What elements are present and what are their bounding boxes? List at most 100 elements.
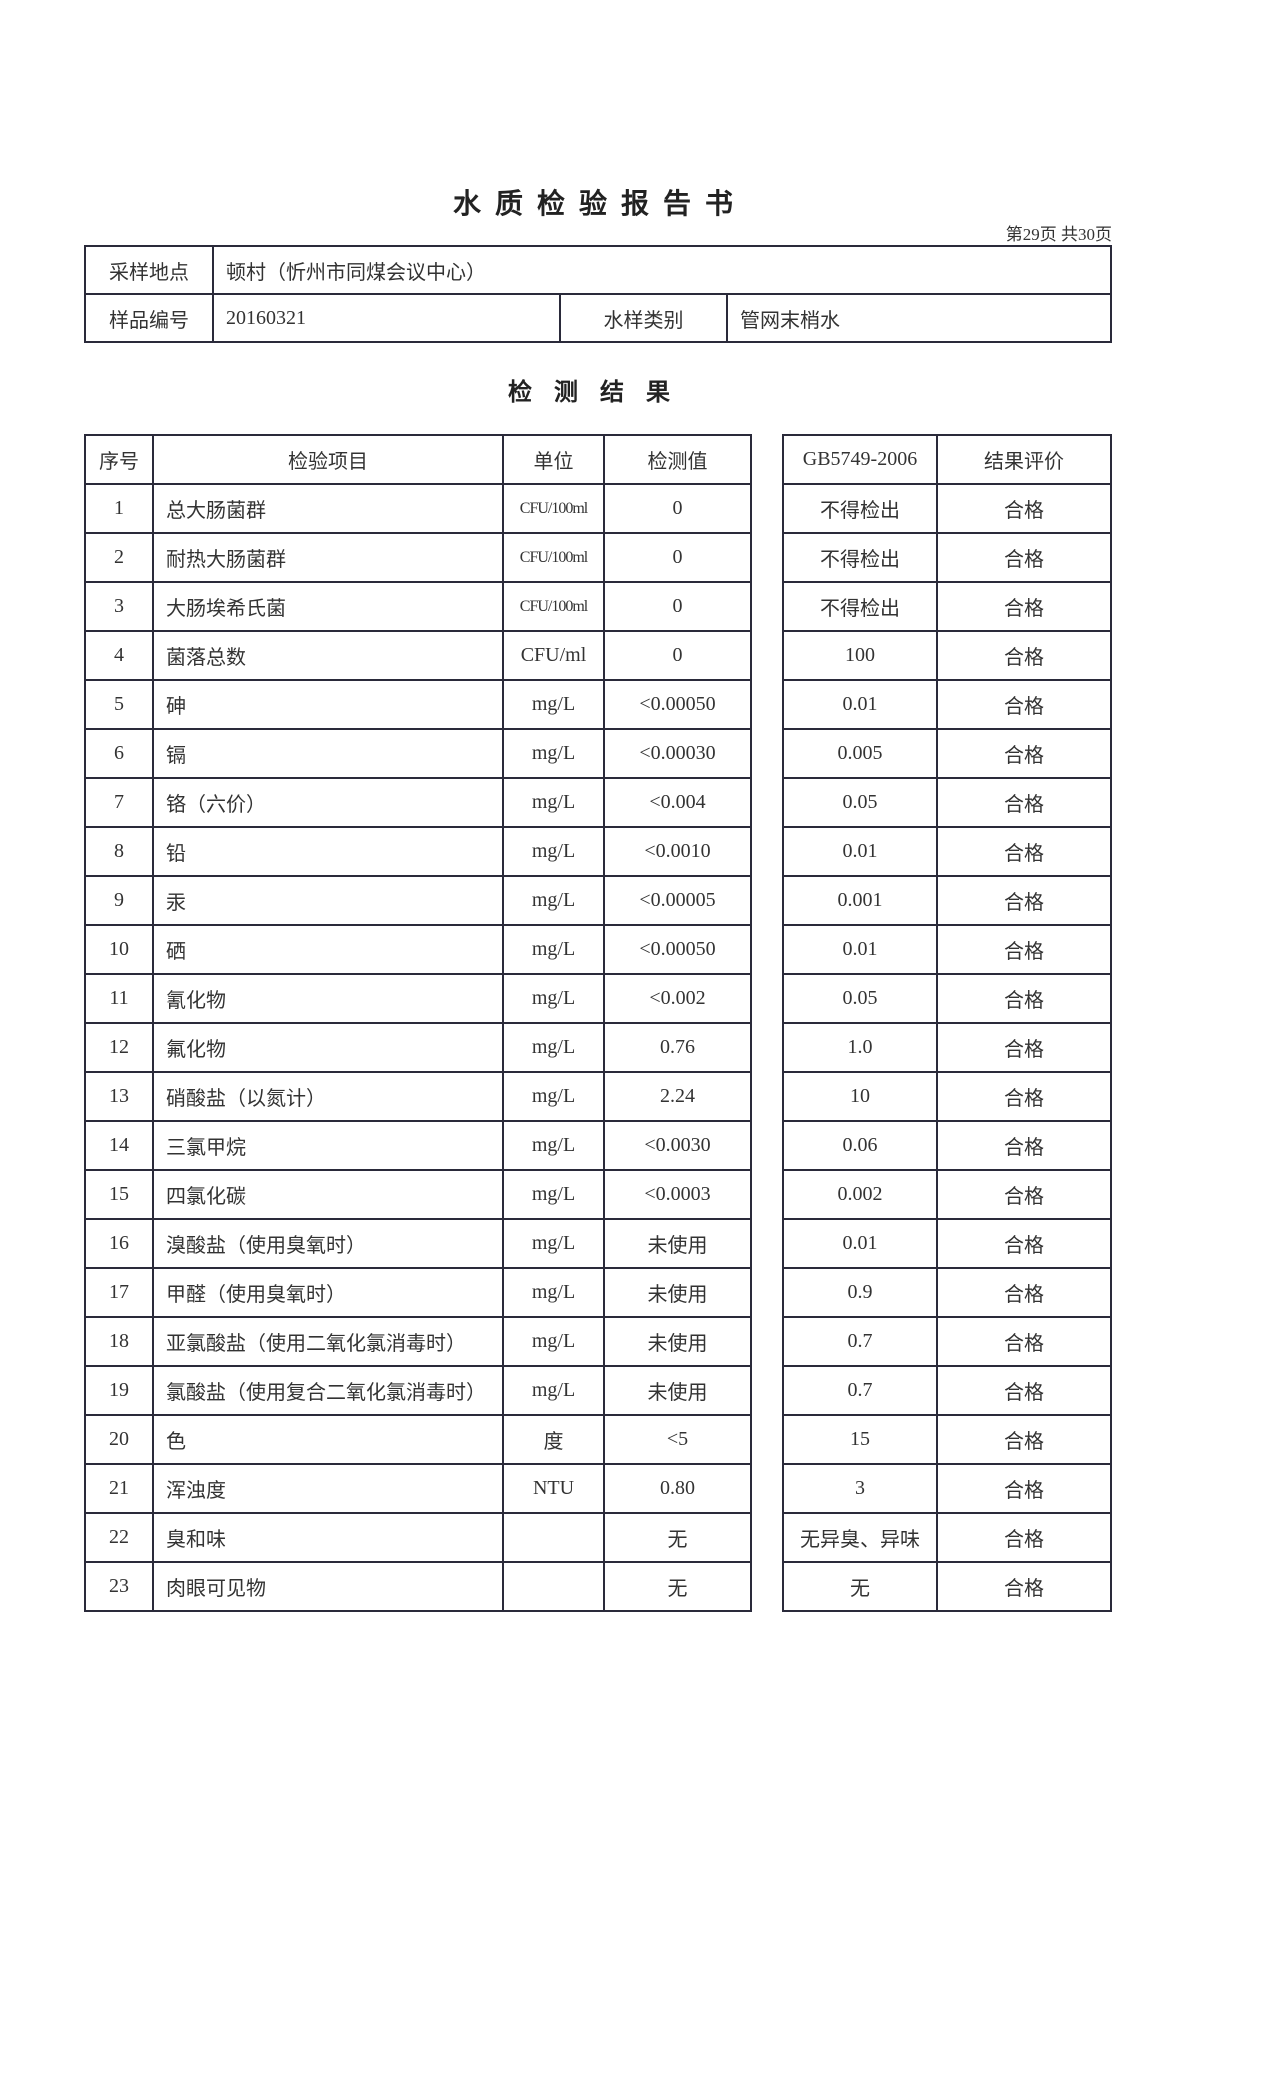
row-evaluation: 合格 (936, 1365, 1112, 1416)
row-unit: mg/L (502, 924, 605, 975)
table-row: 11 氰化物 mg/L <0.002 0.05 合格 (84, 973, 1112, 1024)
row-evaluation: 合格 (936, 826, 1112, 877)
row-measured: <0.002 (603, 973, 752, 1024)
row-standard: 1.0 (782, 1022, 938, 1073)
table-row: 7 铬（六价） mg/L <0.004 0.05 合格 (84, 777, 1112, 828)
gap-cell (750, 631, 784, 680)
gap-cell (750, 729, 784, 778)
page-indicator: 第29页 共30页 (1005, 225, 1112, 244)
row-standard: 0.05 (782, 973, 938, 1024)
gap-cell (750, 1219, 784, 1268)
row-unit (502, 1561, 605, 1612)
row-measured: 0 (603, 532, 752, 583)
row-standard: 无异臭、异味 (782, 1512, 938, 1563)
gap-cell (750, 1317, 784, 1366)
row-evaluation: 合格 (936, 581, 1112, 632)
row-item: 甲醛（使用臭氧时） (152, 1267, 504, 1318)
table-row: 16 溴酸盐（使用臭氧时） mg/L 未使用 0.01 合格 (84, 1218, 1112, 1269)
gap-cell (750, 974, 784, 1023)
table-row: 6 镉 mg/L <0.00030 0.005 合格 (84, 728, 1112, 779)
row-item: 硝酸盐（以氮计） (152, 1071, 504, 1122)
row-index: 2 (84, 532, 154, 583)
row-item: 硒 (152, 924, 504, 975)
row-unit (502, 1512, 605, 1563)
col-header-unit: 单位 (502, 434, 605, 485)
table-row: 20 色度 <5 15 合格 (84, 1414, 1112, 1465)
row-index: 21 (84, 1463, 154, 1514)
row-item: 总大肠菌群 (152, 483, 504, 534)
row-evaluation: 合格 (936, 1316, 1112, 1367)
table-row: 22 臭和味 无无异臭、异味 合格 (84, 1512, 1112, 1563)
gap-cell (750, 1464, 784, 1513)
row-unit: mg/L (502, 1071, 605, 1122)
table-row: 1 总大肠菌群 CFU/100ml 0 不得检出 合格 (84, 483, 1112, 534)
gap-cell (750, 582, 784, 631)
sampling-location-value: 顿村（忻州市同煤会议中心） (212, 245, 1112, 295)
row-index: 8 (84, 826, 154, 877)
row-unit: mg/L (502, 728, 605, 779)
row-measured: <0.004 (603, 777, 752, 828)
sample-id-row: 样品编号 20160321 水样类别 管网末梢水 (84, 293, 1112, 343)
gap-cell (750, 827, 784, 876)
row-evaluation: 合格 (936, 1169, 1112, 1220)
row-index: 16 (84, 1218, 154, 1269)
row-item: 四氯化碳 (152, 1169, 504, 1220)
row-unit: mg/L (502, 1022, 605, 1073)
row-unit: NTU (502, 1463, 605, 1514)
row-item: 氟化物 (152, 1022, 504, 1073)
row-standard: 10 (782, 1071, 938, 1122)
row-item: 色 (152, 1414, 504, 1465)
row-standard: 0.7 (782, 1365, 938, 1416)
col-header-standard: GB5749-2006 (782, 434, 938, 485)
row-standard: 0.05 (782, 777, 938, 828)
row-measured: 0.80 (603, 1463, 752, 1514)
row-index: 18 (84, 1316, 154, 1367)
row-unit: CFU/ml (502, 630, 605, 681)
row-evaluation: 合格 (936, 777, 1112, 828)
col-header-evaluation: 结果评价 (936, 434, 1112, 485)
row-measured: 0 (603, 581, 752, 632)
row-index: 3 (84, 581, 154, 632)
row-standard: 3 (782, 1463, 938, 1514)
row-evaluation: 合格 (936, 1218, 1112, 1269)
row-index: 13 (84, 1071, 154, 1122)
col-header-measured: 检测值 (603, 434, 752, 485)
row-unit: CFU/100ml (502, 532, 605, 583)
row-item: 浑浊度 (152, 1463, 504, 1514)
report-title: 水质检验报告书 (452, 189, 747, 220)
gap-cell (750, 1072, 784, 1121)
row-unit: mg/L (502, 826, 605, 877)
row-item: 氰化物 (152, 973, 504, 1024)
row-index: 11 (84, 973, 154, 1024)
gap-cell (750, 484, 784, 533)
row-measured: 未使用 (603, 1365, 752, 1416)
gap-cell (750, 1513, 784, 1562)
row-standard: 15 (782, 1414, 938, 1465)
table-row: 4 菌落总数 CFU/ml 0 100 合格 (84, 630, 1112, 681)
sample-info-table: 采样地点 顿村（忻州市同煤会议中心） 样品编号 20160321 水样类别 管网… (84, 245, 1112, 343)
table-row: 13 硝酸盐（以氮计） mg/L 2.24 10 合格 (84, 1071, 1112, 1122)
results-table: 序号 检验项目 单位 检测值 GB5749-2006 结果评价 1 总大肠菌群 CF… (84, 434, 1112, 1612)
sampling-location-label: 采样地点 (84, 245, 214, 295)
row-standard: 0.9 (782, 1267, 938, 1318)
row-item: 亚氯酸盐（使用二氧化氯消毒时） (152, 1316, 504, 1367)
row-standard: 100 (782, 630, 938, 681)
table-row: 3 大肠埃希氏菌 CFU/100ml 0 不得检出 合格 (84, 581, 1112, 632)
row-unit: mg/L (502, 1120, 605, 1171)
row-item: 铬（六价） (152, 777, 504, 828)
row-unit: mg/L (502, 973, 605, 1024)
row-unit: CFU/100ml (502, 581, 605, 632)
row-item: 三氯甲烷 (152, 1120, 504, 1171)
gap-cell (750, 1023, 784, 1072)
row-unit: mg/L (502, 1169, 605, 1220)
row-evaluation: 合格 (936, 1071, 1112, 1122)
table-row: 10 硒 mg/L <0.00050 0.01 合格 (84, 924, 1112, 975)
gap-cell (750, 1366, 784, 1415)
row-index: 15 (84, 1169, 154, 1220)
table-row: 23 肉眼可见物无无合格 (84, 1561, 1112, 1612)
row-index: 9 (84, 875, 154, 926)
table-row: 12 氟化物 mg/L 0.76 1.0 合格 (84, 1022, 1112, 1073)
row-evaluation: 合格 (936, 728, 1112, 779)
row-item: 砷 (152, 679, 504, 730)
table-row: 2 耐热大肠菌群 CFU/100ml 0 不得检出 合格 (84, 532, 1112, 583)
